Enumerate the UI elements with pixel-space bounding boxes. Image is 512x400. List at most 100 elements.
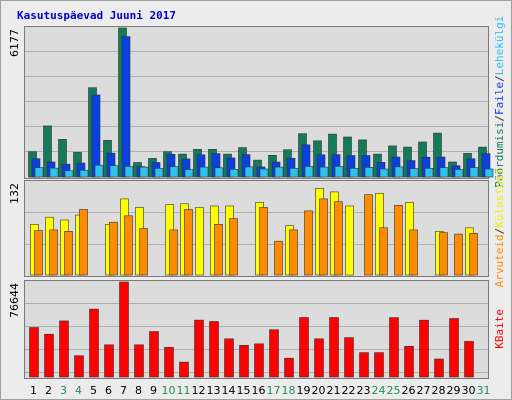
bar-lehekülgi-day-27: [424, 168, 434, 178]
bar-kbaite-day-10: [164, 347, 174, 378]
bar-lehekülgi-day-9: [154, 168, 164, 178]
y-max-label-panel-3: 76644: [8, 283, 21, 318]
bar-lehekülgi-day-12: [199, 166, 209, 178]
x-tick-label: 12: [192, 384, 206, 397]
x-tick-label: 29: [447, 384, 461, 397]
x-tick-label: 1: [30, 384, 37, 397]
bar-lehekülgi-day-19: [304, 166, 314, 178]
bar-külastusi-day-22: [345, 205, 354, 276]
legend-panel-3: KBaite: [493, 309, 506, 349]
bar-arvuteid-day-11: [184, 209, 193, 276]
bar-lehekülgi-day-22: [349, 168, 359, 178]
bar-lehekülgi-day-30: [469, 167, 479, 178]
x-tick-label: 25: [387, 384, 401, 397]
bar-lehekülgi-day-28: [439, 167, 449, 178]
x-tick-label: 5: [90, 384, 97, 397]
x-tick-label: 18: [282, 384, 296, 397]
bar-külastusi-day-12: [195, 207, 204, 276]
x-tick-label: 19: [297, 384, 311, 397]
x-tick-label: 7: [120, 384, 127, 397]
bar-arvuteid-day-26: [409, 229, 418, 276]
legend-panel-1: Pöördumisi/Faile/Lehekülgi: [493, 16, 506, 188]
x-tick-label: 3: [60, 384, 67, 397]
x-tick-label: 17: [267, 384, 281, 397]
bar-lehekülgi-day-13: [214, 167, 224, 178]
x-tick-label: 13: [207, 384, 221, 397]
bar-kbaite-day-6: [104, 344, 114, 378]
bar-lehekülgi-day-10: [169, 166, 179, 178]
chart-title: Kasutuspäevad Juuni 2017: [17, 9, 176, 22]
x-tick-label: 11: [177, 384, 191, 397]
bar-faile-day-7: [121, 36, 131, 178]
bar-arvuteid-day-6: [109, 221, 118, 276]
bar-arvuteid-day-13: [214, 224, 223, 276]
bar-lehekülgi-day-2: [49, 167, 59, 178]
bar-lehekülgi-day-26: [409, 168, 419, 178]
bar-kbaite-day-17: [269, 329, 279, 378]
bar-kbaite-day-29: [449, 318, 459, 378]
bar-kbaite-day-11: [179, 361, 189, 378]
bar-lehekülgi-day-1: [34, 167, 44, 178]
bar-kbaite-day-16: [254, 343, 264, 378]
x-tick-label: 22: [342, 384, 356, 397]
legend-item: /: [493, 228, 506, 235]
legend-item: /: [493, 115, 506, 122]
bar-arvuteid-day-29: [454, 233, 463, 276]
x-tick-label: 9: [150, 384, 157, 397]
y-max-label-panel-2: 132: [8, 183, 21, 204]
x-tick-label: 20: [312, 384, 326, 397]
bar-kbaite-day-2: [44, 333, 54, 378]
bar-kbaite-day-18: [284, 357, 294, 378]
bar-kbaite-day-15: [239, 344, 249, 378]
bar-lehekülgi-day-8: [139, 166, 149, 178]
x-tick-label: 24: [372, 384, 386, 397]
bar-kbaite-day-25: [389, 317, 399, 378]
bar-arvuteid-day-3: [64, 231, 73, 276]
x-tick-label: 15: [237, 384, 251, 397]
bar-kbaite-day-28: [434, 358, 444, 378]
bar-kbaite-day-24: [374, 352, 384, 378]
x-axis-labels: 1 2 3 4 5 6 7 8 9 10 11 12 13 14 15 16 17 18 19 20 21 22 23 24 2…: [30, 384, 491, 397]
x-tick-label: 27: [417, 384, 431, 397]
bar-kbaite-day-8: [134, 344, 144, 378]
bar-arvuteid-day-17: [274, 240, 283, 276]
bar-arvuteid-day-23: [364, 194, 373, 276]
bar-lehekülgi-day-11: [184, 169, 194, 178]
chart-panels: 6177 Pöördumisi/Faile/Lehekülgi 132 Arvutei…: [8, 16, 506, 379]
bar-arvuteid-day-28: [439, 232, 448, 276]
bar-kbaite-day-23: [359, 352, 369, 378]
bar-kbaite-day-21: [329, 317, 339, 378]
x-tick-label: 30: [462, 384, 476, 397]
bar-arvuteid-day-8: [139, 228, 148, 276]
bar-lehekülgi-day-29: [454, 169, 464, 178]
bar-arvuteid-day-25: [394, 205, 403, 276]
legend-item: Pöördumisi: [493, 122, 506, 188]
bar-lehekülgi-day-4: [79, 169, 89, 178]
bar-arvuteid-day-24: [379, 227, 388, 276]
x-tick-label: 23: [357, 384, 371, 397]
bar-arvuteid-day-14: [229, 218, 238, 276]
bar-kbaite-day-19: [299, 317, 309, 378]
x-tick-label: 31: [477, 384, 491, 397]
bar-kbaite-day-20: [314, 338, 324, 378]
x-tick-label: 2: [45, 384, 52, 397]
bar-arvuteid-day-20: [319, 198, 328, 276]
legend-item: Faile: [493, 82, 506, 115]
x-tick-label: 8: [135, 384, 142, 397]
bar-lehekülgi-day-5: [94, 164, 104, 178]
bar-kbaite-day-22: [344, 337, 354, 378]
x-tick-label: 6: [105, 384, 112, 397]
y-max-label-panel-1: 6177: [8, 29, 21, 57]
bar-lehekülgi-day-21: [334, 166, 344, 178]
legend-item: Arvuteid: [493, 234, 506, 287]
bar-kbaite-day-13: [209, 321, 219, 378]
bar-kbaite-day-12: [194, 319, 204, 378]
bar-arvuteid-day-10: [169, 229, 178, 276]
bar-kbaite-day-14: [224, 338, 234, 378]
x-tick-label: 16: [252, 384, 266, 397]
bar-arvuteid-day-4: [79, 209, 88, 276]
bar-arvuteid-day-21: [334, 201, 343, 276]
bar-lehekülgi-day-14: [229, 169, 239, 178]
bar-kbaite-day-1: [29, 327, 39, 378]
